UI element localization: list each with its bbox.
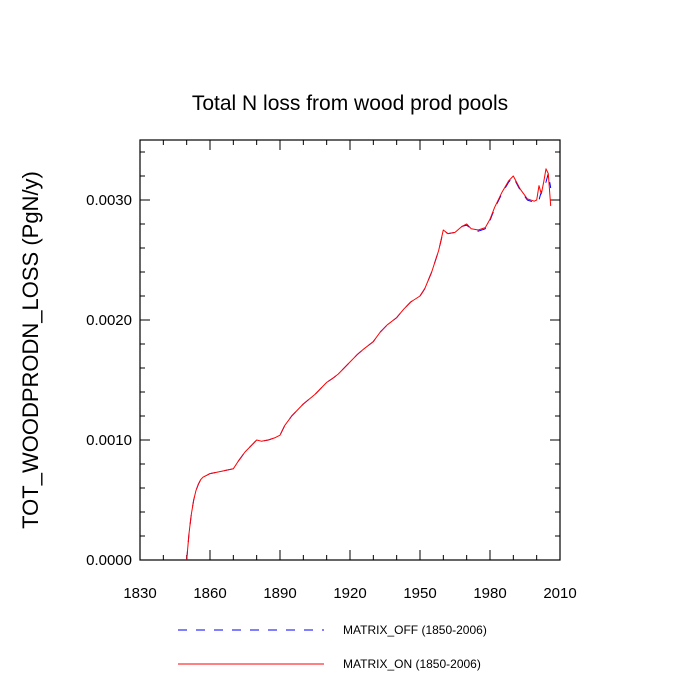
y-axis-label: TOT_WOODPRODN_LOSS (PgN/y) [18,171,43,529]
axis-ticks [139,140,561,561]
legend-label-matrix-off: MATRIX_OFF (1850-2006) [343,623,487,637]
x-tick-label: 2010 [543,585,576,602]
series-line-matrix-off-1850-2006 [186,173,552,561]
x-tick-labels: 1830 1860 1890 1920 1950 1980 2010 [123,585,576,602]
x-tick-label: 1920 [333,585,366,602]
x-tick-label: 1890 [263,585,296,602]
series-line-matrix-on-1850-2006 [186,168,552,561]
x-tick-label: 1980 [473,585,506,602]
series-layer [186,168,552,561]
x-tick-label: 1830 [123,585,156,602]
x-tick-label: 1950 [403,585,436,602]
x-tick-label: 1860 [193,585,226,602]
y-tick-label: 0.0000 [86,552,132,569]
legend-label-matrix-on: MATRIX_ON (1850-2006) [343,657,481,671]
y-tick-labels: 0.0000 0.0010 0.0020 0.0030 [86,192,132,569]
y-tick-label: 0.0010 [86,432,132,449]
y-tick-label: 0.0020 [86,312,132,329]
y-tick-label: 0.0030 [86,192,132,209]
chart-title: Total N loss from wood prod pools [192,92,508,115]
legend: MATRIX_OFF (1850-2006) MATRIX_ON (1850-2… [178,623,487,671]
